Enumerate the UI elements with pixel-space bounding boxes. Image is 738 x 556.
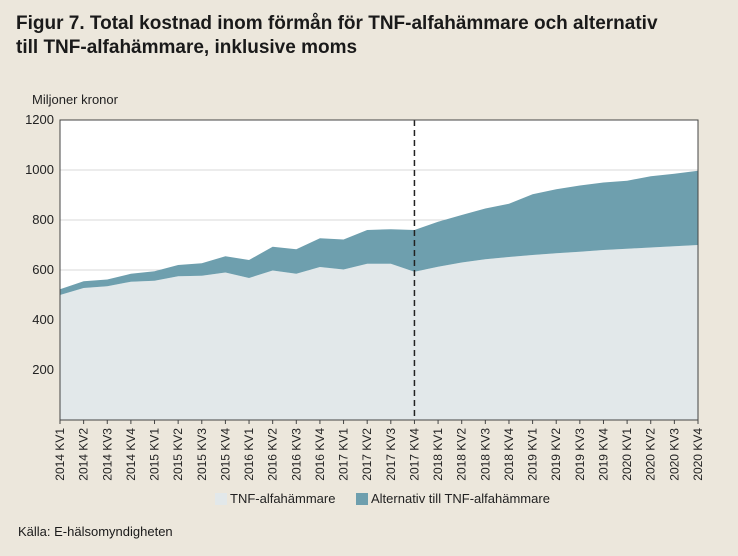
x-tick-label: 2017 KV3 [384,428,398,481]
y-axis-ticks: 200 400 600 800 1000 1200 [25,112,54,377]
x-tick-label: 2020 KV3 [667,428,681,481]
x-tick-label: 2015 KV3 [195,428,209,481]
x-tick-label: 2017 KV1 [337,428,351,481]
x-tick-label: 2016 KV4 [313,428,327,481]
y-tick-label-1000: 1000 [25,162,54,177]
y-tick-label-400: 400 [32,312,54,327]
x-tick-label: 2019 KV3 [573,428,587,481]
x-axis-ticks: 2014 KV1 2014 KV2 2014 KV3 2014 KV4 2015 KV1… [53,420,705,481]
x-tick-label: 2014 KV1 [53,428,67,481]
series-areas [60,170,698,420]
x-tick-label: 2014 KV4 [124,428,138,481]
x-tick-label: 2018 KV1 [431,428,445,481]
legend-label-1: TNF-alfahämmare [230,491,335,506]
y-tick-label-800: 800 [32,212,54,227]
chart-title: Figur 7. Total kostnad inom förmån för T… [16,12,726,60]
x-tick-label: 2018 KV3 [478,428,492,481]
chart-title-line-2: till TNF-alfahämmare, inklusive moms [16,37,358,58]
series-area-2 [60,170,698,295]
x-tick-label: 2015 KV2 [171,428,185,481]
x-tick-label: 2018 KV4 [502,428,516,481]
x-tick-label: 2019 KV2 [549,428,563,481]
legend: TNF-alfahämmare Alternativ till TNF-alfah… [215,491,550,506]
x-tick-label: 2015 KV1 [148,428,162,481]
x-tick-label: 2017 KV4 [407,428,421,481]
x-tick-label: 2016 KV2 [266,428,280,481]
x-tick-label: 2020 KV2 [644,428,658,481]
y-tick-label-1200: 1200 [25,112,54,127]
x-tick-label: 2020 KV4 [691,428,705,481]
x-tick-label: 2019 KV1 [526,428,540,481]
chart-title-line-1: Figur 7. Total kostnad inom förmån för T… [16,13,658,34]
x-tick-label: 2019 KV4 [596,428,610,481]
x-tick-label: 2018 KV2 [455,428,469,481]
x-tick-label: 2016 KV1 [242,428,256,481]
series-area-1 [60,245,698,420]
x-tick-label: 2016 KV3 [289,428,303,481]
x-tick-label: 2017 KV2 [360,428,374,481]
x-tick-label: 2015 KV4 [218,428,232,481]
source-note: Källa: E-hälsomyndigheten [18,524,173,539]
y-tick-label-600: 600 [32,262,54,277]
x-tick-label: 2014 KV2 [77,428,91,481]
legend-swatch-2 [356,493,368,505]
y-axis-label: Miljoner kronor [32,92,119,107]
x-tick-label: 2020 KV1 [620,428,634,481]
x-tick-label: 2014 KV3 [100,428,114,481]
legend-label-2: Alternativ till TNF-alfahämmare [371,491,550,506]
plot-frame [59,119,699,421]
y-tick-label-200: 200 [32,362,54,377]
legend-swatch-1 [215,493,227,505]
